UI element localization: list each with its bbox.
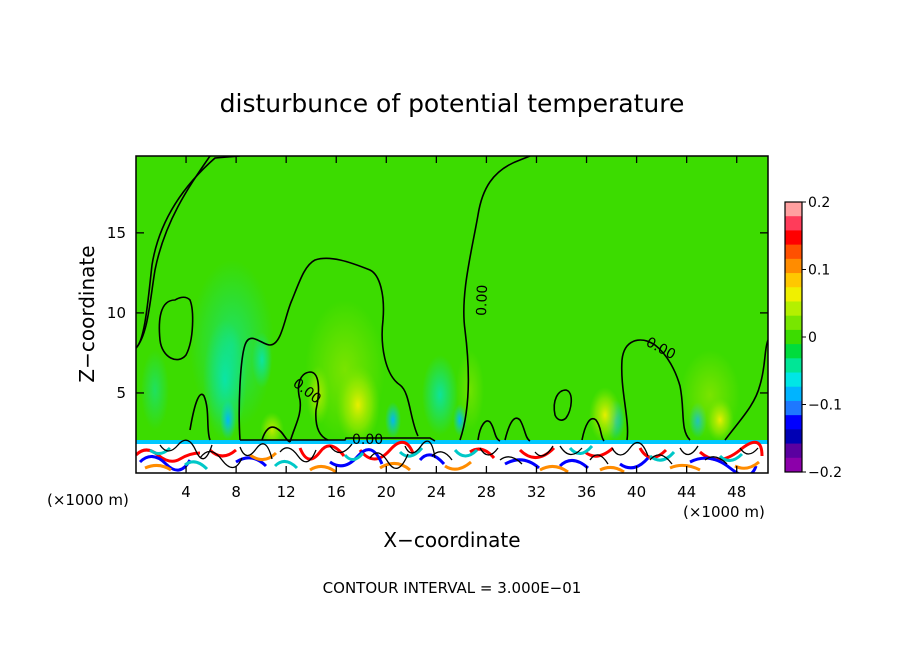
colorbar-swatch <box>785 329 802 345</box>
colorbar-tick-label: 0 <box>808 330 817 346</box>
colorbar: 0.2 0.1 0 −0.1 −0.2 <box>784 195 842 481</box>
x-unit-right: (×1000 m) <box>683 503 765 521</box>
colorbar-swatch <box>785 315 802 331</box>
x-axis: 4 8 12 16 20 24 28 32 36 40 44 48 <box>181 156 746 501</box>
chart-title: disturbunce of potential temperature <box>220 89 685 118</box>
x-tick-label: 36 <box>577 483 596 501</box>
colorbar-swatch <box>785 372 802 388</box>
x-tick-label: 44 <box>677 483 696 501</box>
colorbar-tick-label: 0.2 <box>808 195 830 211</box>
x-tick-label: 4 <box>181 483 191 501</box>
colorbar-swatch <box>785 457 802 473</box>
colorbar-tick-label: 0.1 <box>808 263 830 279</box>
colorbar-swatch <box>785 230 802 246</box>
x-tick-label: 20 <box>377 483 396 501</box>
colorbar-swatch <box>785 400 802 416</box>
y-tick-label: 10 <box>107 304 126 322</box>
colorbar-swatch <box>785 273 802 288</box>
colorbar-tick-label: −0.2 <box>808 465 842 481</box>
contour-label: 0.00 <box>352 432 383 448</box>
colorbar-swatch <box>785 429 802 445</box>
boundary-layer <box>136 439 768 473</box>
x-tick-label: 8 <box>231 483 241 501</box>
colorbar-swatch <box>785 386 802 402</box>
x-tick-label: 32 <box>527 483 546 501</box>
colorbar-swatch <box>785 287 802 302</box>
x-unit-left: (×1000 m) <box>47 491 129 509</box>
colorbar-swatch <box>785 301 802 317</box>
positive-anomaly-regions <box>260 300 740 448</box>
y-tick-label: 5 <box>116 384 126 402</box>
contour-label: 0.00 <box>474 284 491 316</box>
y-axis-label: Z−coordinate <box>75 245 99 382</box>
colorbar-swatch <box>785 415 802 430</box>
x-tick-label: 28 <box>477 483 496 501</box>
colorbar-swatch <box>785 216 802 231</box>
y-tick-label: 15 <box>107 224 126 242</box>
y-axis: 5 10 15 <box>107 224 768 402</box>
zero-contours <box>136 156 768 443</box>
colorbar-swatch <box>785 258 802 274</box>
colorbar-tick-label: −0.1 <box>808 398 842 414</box>
colorbar-swatch <box>785 244 802 260</box>
x-tick-label: 12 <box>277 483 296 501</box>
colorbar-swatch <box>785 358 802 374</box>
colorbar-swatch <box>785 443 802 459</box>
x-axis-label: X−coordinate <box>383 528 520 552</box>
colorbar-swatch <box>785 344 802 359</box>
x-tick-label: 24 <box>427 483 446 501</box>
x-tick-label: 40 <box>627 483 646 501</box>
plot-area: 0.00 0.00 0.00 0.00 <box>136 156 768 473</box>
contour-interval-text: CONTOUR INTERVAL = 3.000E−01 <box>323 579 582 597</box>
x-tick-label: 48 <box>727 483 746 501</box>
x-tick-label: 16 <box>327 483 346 501</box>
colorbar-swatch <box>785 202 802 217</box>
plot-frame <box>135 155 769 474</box>
